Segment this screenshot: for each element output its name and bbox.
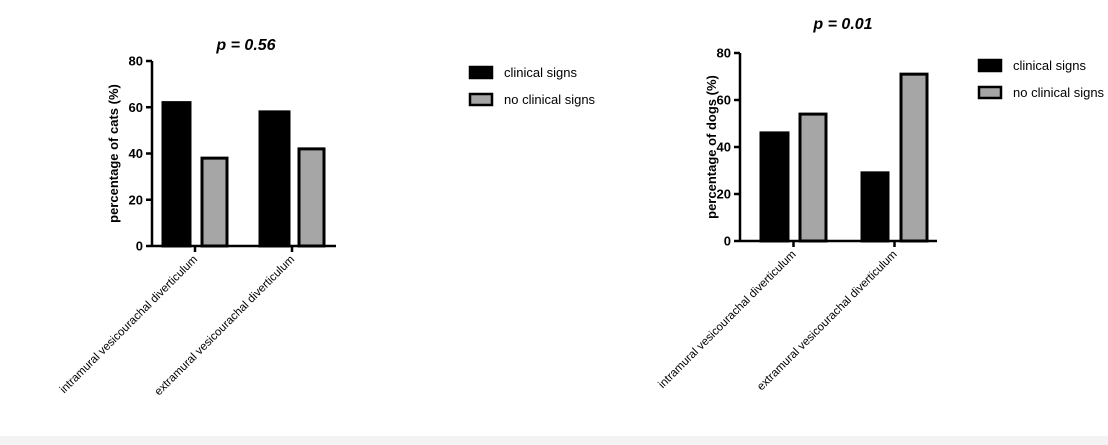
bar-no-clinical-signs-2 <box>899 72 929 243</box>
legend-label-clinical-signs: clinical signs <box>1013 58 1086 73</box>
y-tick-label: 80 <box>717 46 731 61</box>
chart-title: p = 0.56 <box>215 37 275 54</box>
legend-swatch-clinical-signs <box>468 65 494 80</box>
y-axis-label: percentage of dogs (%) <box>704 75 719 219</box>
bottom-strip <box>0 436 1108 445</box>
bar-no-clinical-signs-1 <box>798 112 828 243</box>
legend-label-clinical-signs: clinical signs <box>504 65 577 80</box>
legend-label-no-clinical-signs: no clinical signs <box>1013 85 1105 100</box>
bar-clinical-signs-2 <box>258 110 291 248</box>
bar-clinical-signs-1 <box>759 131 790 243</box>
y-tick-label: 0 <box>136 239 143 254</box>
legend-swatch-clinical-signs <box>977 58 1003 73</box>
legend-label-no-clinical-signs: no clinical signs <box>504 92 596 107</box>
legend-swatch-no-clinical-signs <box>977 85 1003 100</box>
bar-clinical-signs-1 <box>161 101 192 248</box>
bar-no-clinical-signs-2 <box>297 147 326 248</box>
y-tick-label: 40 <box>129 146 143 161</box>
y-tick-label: 60 <box>129 100 143 115</box>
y-tick-label: 40 <box>717 140 731 155</box>
bar-no-clinical-signs-1 <box>200 156 229 248</box>
chart-title: p = 0.01 <box>812 16 872 33</box>
y-axis-label: percentage of cats (%) <box>106 84 121 223</box>
y-tick-label: 80 <box>129 54 143 69</box>
legend-swatch-no-clinical-signs <box>468 92 494 107</box>
bar-clinical-signs-2 <box>860 171 890 243</box>
y-tick-label: 0 <box>724 234 731 249</box>
y-tick-label: 20 <box>129 192 143 207</box>
y-tick-label: 20 <box>717 187 731 202</box>
y-tick-label: 60 <box>717 93 731 108</box>
